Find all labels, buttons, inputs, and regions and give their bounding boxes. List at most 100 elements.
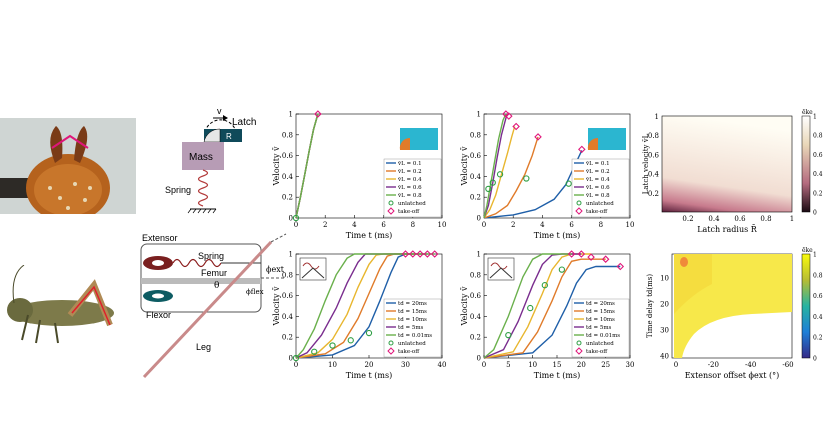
takeoff-marker — [401, 250, 410, 258]
legend-label: v̄L = 0.4 — [397, 177, 422, 183]
y-tick-label: 1 — [655, 113, 659, 121]
takeoff-marker — [577, 250, 586, 258]
unlatched-marker — [523, 175, 530, 182]
x-tick-label: 30 — [401, 361, 410, 369]
x-tick-label: 25 — [601, 361, 610, 369]
colorbar — [801, 253, 811, 359]
r-label: R — [226, 132, 232, 141]
legend-label: take-off — [398, 349, 420, 355]
y-tick-label: 0.8 — [470, 271, 481, 279]
legend-label: v̄L = 0.8 — [397, 193, 422, 199]
x-axis-label: Latch radius R̄ — [697, 225, 758, 234]
x-tick-label: 2 — [511, 221, 515, 229]
takeoff-marker — [578, 145, 586, 154]
x-tick-label: 0 — [294, 361, 298, 369]
unlatched-marker — [527, 304, 534, 312]
colorbar-tick: 0.2 — [813, 335, 823, 342]
legend-label: td = 0.01ms — [586, 333, 620, 339]
series-line — [483, 265, 621, 359]
colorbar-tick: 0.4 — [813, 171, 823, 178]
latch-label: Latch — [232, 117, 256, 128]
x-tick-label: 6 — [569, 221, 574, 229]
x-tick-label: 10 — [328, 361, 337, 369]
series-line — [295, 253, 435, 359]
y-tick-label: 20 — [660, 301, 669, 309]
colorbar-tick: 0 — [813, 210, 817, 217]
legend-label: take-off — [586, 209, 608, 215]
femur-bar — [141, 278, 261, 284]
unlatched-marker — [292, 354, 300, 362]
takeoff-marker — [616, 262, 625, 271]
chart-bottom-left: 0 10 20 30 40 0 0.2 0.4 0.6 0.8 1 Time t (ms) Veloci… — [272, 250, 446, 380]
y-tick-label: 0.8 — [282, 131, 293, 139]
legend-box — [383, 158, 442, 218]
y-tick-label: 1 — [477, 111, 481, 119]
y-tick-label: 0.2 — [470, 194, 481, 202]
legend-label: v̄L = 0.4 — [585, 177, 610, 183]
y-axis-label: Velocity v̄ — [460, 146, 469, 186]
y-tick-label: 40 — [660, 353, 669, 361]
legend-label: v̄L = 0.6 — [397, 185, 422, 191]
ant-head-photo — [0, 118, 136, 214]
inset-latch — [587, 137, 598, 150]
y-axis-label: Velocity v̄ — [272, 286, 281, 326]
spring-label-b: Spring — [198, 251, 224, 261]
x-tick-label: 0.4 — [708, 215, 720, 223]
unlatched-marker — [558, 266, 566, 273]
leg-label: Leg — [196, 342, 211, 352]
legend-swatch — [387, 347, 395, 355]
colorbar-tick: 1 — [813, 252, 817, 259]
y-tick-label: 0.8 — [470, 131, 481, 139]
inset-spring — [490, 262, 508, 270]
inset-leg — [301, 267, 325, 279]
y-tick-label: 0 — [289, 215, 293, 223]
y-tick-label: 0.8 — [648, 132, 659, 140]
series-line — [483, 113, 509, 219]
colorbar-tick: 0.8 — [813, 272, 823, 279]
legend-label: v̄L = 0.6 — [585, 185, 610, 191]
x-tick-label: 0.6 — [734, 215, 746, 223]
legend-label: v̄L = 0.8 — [585, 193, 610, 199]
y-tick-label: 0.2 — [648, 190, 659, 198]
leg-muscle-schematic: Extensor Spring Femur θ Flexor Leg ϕext … — [140, 233, 287, 379]
x-axis-label: Extensor offset ϕext (°) — [685, 371, 780, 380]
x-tick-label: -20 — [708, 361, 719, 369]
y-tick-label: 0 — [477, 355, 481, 363]
x-tick-label: 10 — [528, 361, 537, 369]
takeoff-marker — [534, 133, 542, 141]
x-axis-label: Time t (ms) — [346, 371, 392, 380]
x-tick-label: 1 — [790, 215, 794, 223]
series-line — [483, 126, 516, 219]
legend-label: unlatched — [398, 201, 426, 207]
x-tick-label: 2 — [323, 221, 327, 229]
y-tick-label: 0.6 — [282, 152, 294, 160]
y-tick-label: 0.6 — [470, 152, 482, 160]
x-tick-label: 8 — [411, 221, 415, 229]
unlatched-marker — [365, 329, 373, 337]
x-tick-label: 8 — [599, 221, 603, 229]
legend-swatch — [387, 207, 395, 215]
x-axis-label: Time t (ms) — [534, 371, 580, 380]
inset-latch — [399, 137, 410, 150]
v-label: v — [217, 106, 222, 116]
colorbar-tick: 0.2 — [813, 190, 823, 197]
takeoff-marker — [587, 253, 595, 261]
y-tick-label: 0.4 — [470, 313, 482, 321]
unlatched-marker — [292, 214, 300, 222]
inset-spring — [302, 262, 320, 270]
leg-segment — [142, 240, 273, 379]
takeoff-marker — [512, 122, 520, 131]
x-axis-label: Time t (ms) — [346, 231, 392, 240]
y-tick-label: 1 — [289, 111, 293, 119]
legend-label: td = 20ms — [586, 301, 615, 307]
x-tick-label: 4 — [540, 221, 545, 229]
series-line — [483, 258, 606, 359]
legend-box — [383, 298, 442, 358]
phi-flex-label: ϕflex — [246, 288, 264, 296]
chart-bottom-right: 0 5 10 15 20 25 30 0 0.2 0.4 0.6 0.8 1 Time t (ms) Vel… — [460, 250, 634, 380]
x-tick-label: 10 — [438, 221, 447, 229]
x-axis-label: Time t (ms) — [534, 231, 580, 240]
series-line — [483, 253, 572, 359]
x-tick-label: 0.2 — [682, 215, 693, 223]
heatmap-top: 0.2 0.4 0.6 0.8 1 0.2 0.4 0.6 0.8 1 Latch radius R… — [642, 109, 823, 234]
